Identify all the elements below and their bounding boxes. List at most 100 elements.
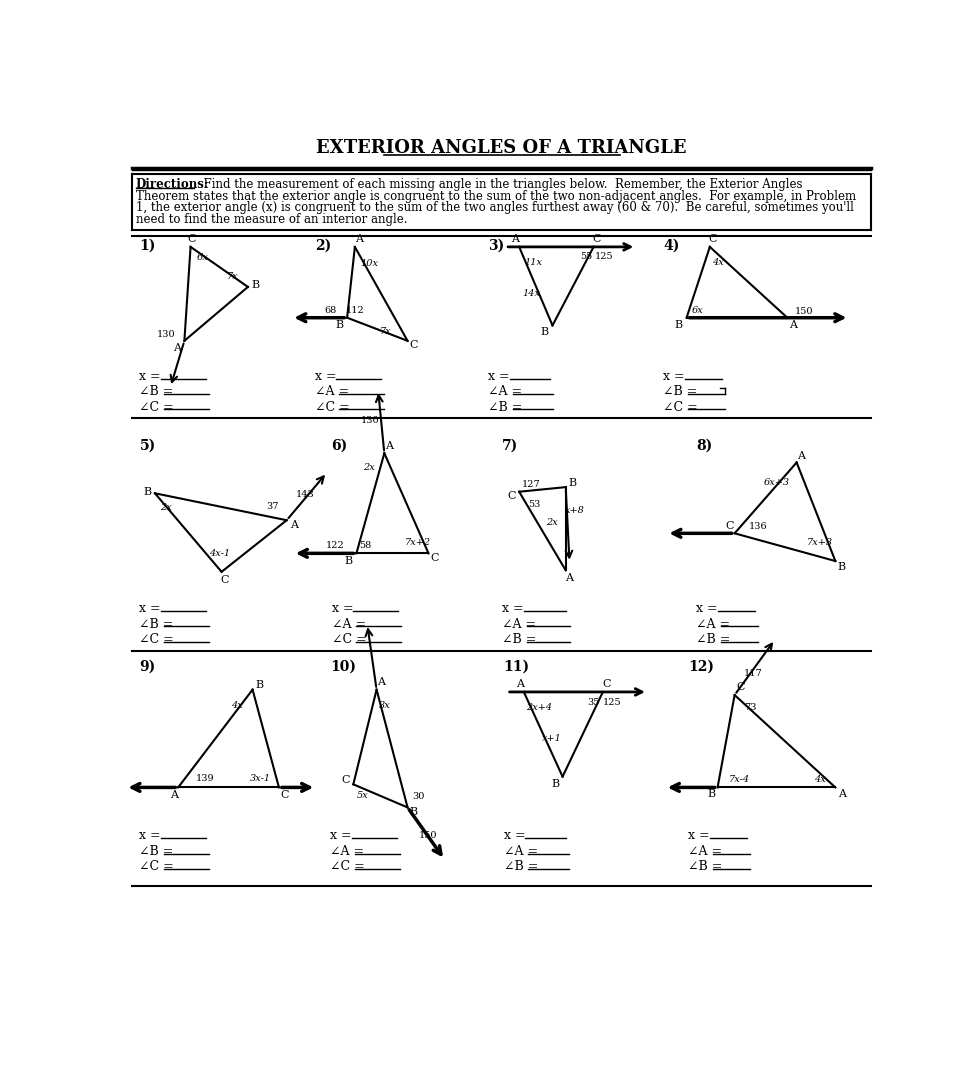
- Text: 30: 30: [412, 792, 424, 801]
- Text: 2x+4: 2x+4: [526, 703, 552, 712]
- Text: 112: 112: [345, 306, 364, 315]
- Text: 2): 2): [314, 238, 331, 252]
- Text: 1): 1): [139, 238, 156, 252]
- Text: B: B: [706, 790, 715, 800]
- Text: x =: x =: [663, 370, 685, 383]
- Text: 150: 150: [418, 831, 436, 840]
- Text: 2x: 2x: [546, 518, 557, 527]
- Text: A: A: [511, 234, 518, 245]
- Text: ∠C =: ∠C =: [663, 400, 697, 413]
- Text: x =: x =: [139, 370, 161, 383]
- Text: B: B: [568, 477, 576, 488]
- Text: ∠C =: ∠C =: [139, 633, 174, 646]
- Text: C: C: [708, 234, 717, 245]
- Text: A: A: [170, 790, 178, 800]
- Text: A: A: [788, 319, 797, 330]
- Text: B: B: [551, 779, 559, 790]
- Text: A: A: [837, 790, 845, 800]
- Text: 55: 55: [579, 252, 592, 262]
- Text: x =: x =: [688, 830, 709, 843]
- Text: B: B: [251, 280, 259, 290]
- Text: x =: x =: [503, 830, 525, 843]
- Text: x =: x =: [330, 830, 351, 843]
- Text: 4x: 4x: [711, 258, 723, 267]
- Text: B: B: [335, 319, 343, 330]
- Text: 6x: 6x: [197, 253, 208, 262]
- Text: 127: 127: [521, 479, 541, 489]
- Text: C: C: [220, 575, 229, 584]
- Text: C: C: [341, 775, 349, 784]
- Text: A: A: [384, 440, 392, 450]
- Text: B: B: [143, 487, 151, 497]
- Text: B: B: [344, 556, 352, 566]
- Text: B: B: [836, 563, 845, 572]
- Text: 6): 6): [332, 438, 347, 452]
- Text: x+1: x+1: [541, 734, 561, 742]
- Text: 2x: 2x: [159, 503, 171, 512]
- Text: 37: 37: [266, 502, 279, 511]
- Text: 58: 58: [359, 541, 372, 550]
- Text: ∠B =: ∠B =: [502, 633, 536, 646]
- Text: C: C: [735, 683, 744, 692]
- Text: 122: 122: [325, 541, 343, 550]
- Text: C: C: [725, 522, 734, 531]
- Text: C: C: [601, 679, 610, 689]
- Text: ∠B =: ∠B =: [688, 860, 722, 873]
- Text: EXTERIOR ANGLES OF A TRIANGLE: EXTERIOR ANGLES OF A TRIANGLE: [316, 140, 686, 157]
- Text: ∠C =: ∠C =: [139, 400, 174, 413]
- Text: 8): 8): [695, 438, 711, 452]
- Text: 3x-1: 3x-1: [249, 775, 271, 783]
- Text: 125: 125: [595, 252, 613, 262]
- Text: ∠C =: ∠C =: [314, 400, 349, 413]
- Text: ∠C =: ∠C =: [139, 860, 174, 873]
- Text: B: B: [540, 328, 549, 338]
- Text: C: C: [188, 234, 197, 245]
- Text: A: A: [377, 677, 384, 687]
- Text: 136: 136: [748, 522, 767, 531]
- Text: C: C: [430, 553, 438, 563]
- Text: ∠B =: ∠B =: [663, 385, 697, 398]
- Text: 73: 73: [743, 703, 756, 712]
- Text: ∠C =: ∠C =: [332, 633, 366, 646]
- Text: B: B: [674, 319, 683, 330]
- Text: 12): 12): [688, 660, 713, 673]
- Text: 5): 5): [139, 438, 156, 452]
- Text: A: A: [515, 679, 523, 689]
- Text: B: B: [410, 807, 418, 817]
- Text: A: A: [796, 450, 805, 461]
- Text: 130: 130: [361, 417, 379, 425]
- Text: 4x-1: 4x-1: [209, 549, 231, 558]
- Text: ∠A =: ∠A =: [503, 845, 537, 858]
- Text: x =: x =: [139, 830, 161, 843]
- Text: 53: 53: [528, 500, 540, 509]
- Text: 3x: 3x: [378, 700, 390, 710]
- Text: ∠A =: ∠A =: [330, 845, 364, 858]
- Text: A: A: [565, 573, 573, 583]
- Text: x =: x =: [502, 603, 523, 616]
- Text: ∠A =: ∠A =: [688, 845, 722, 858]
- Text: 2x: 2x: [363, 463, 375, 472]
- Text: 10): 10): [330, 660, 356, 673]
- Text: ∠B =: ∠B =: [488, 400, 522, 413]
- Text: ∠B =: ∠B =: [503, 860, 538, 873]
- Text: A: A: [172, 343, 180, 353]
- Text: x+8: x+8: [564, 505, 584, 515]
- Text: A: A: [289, 519, 297, 530]
- Text: 11): 11): [503, 660, 529, 673]
- Text: x =: x =: [314, 370, 335, 383]
- Text: x =: x =: [332, 603, 353, 616]
- Text: ∠B =: ∠B =: [139, 845, 174, 858]
- Text: Theorem states that the exterior angle is congruent to the sum of the two non-ad: Theorem states that the exterior angle i…: [135, 189, 855, 202]
- Text: ∠C =: ∠C =: [330, 860, 365, 873]
- Text: 150: 150: [794, 307, 813, 316]
- Text: 6x+3: 6x+3: [764, 478, 789, 487]
- Text: 7x-4: 7x-4: [728, 775, 749, 784]
- Text: 35: 35: [587, 698, 600, 708]
- Text: 11x: 11x: [523, 258, 542, 267]
- Text: C: C: [507, 491, 515, 501]
- Text: 6x: 6x: [690, 305, 702, 315]
- Text: 9): 9): [139, 660, 156, 673]
- Text: ∠A =: ∠A =: [332, 618, 366, 631]
- Text: need to find the measure of an interior angle.: need to find the measure of an interior …: [135, 213, 407, 226]
- Text: 125: 125: [602, 698, 621, 708]
